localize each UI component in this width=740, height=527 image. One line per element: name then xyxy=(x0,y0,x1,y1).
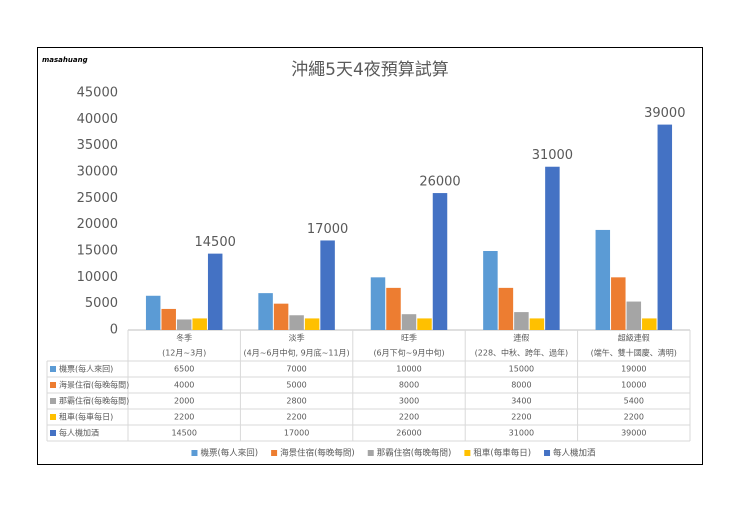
table-cell: 6500 xyxy=(174,365,194,374)
bar xyxy=(432,193,448,330)
y-tick-label: 0 xyxy=(110,323,118,338)
x-tick-label: 旺季 xyxy=(401,333,417,343)
bar xyxy=(386,287,401,330)
table-cell: 31000 xyxy=(509,429,534,438)
table-cell: 5000 xyxy=(286,381,306,390)
legend-key xyxy=(191,450,198,456)
chart-border xyxy=(37,47,703,465)
y-tick-label: 20000 xyxy=(77,217,118,232)
bar xyxy=(304,318,320,330)
data-label: 14500 xyxy=(195,235,236,250)
bar xyxy=(529,318,545,330)
data-label: 26000 xyxy=(419,175,460,190)
bar xyxy=(207,253,223,330)
table-cell: 2000 xyxy=(174,397,194,406)
table-cell: 14500 xyxy=(171,429,196,438)
x-tick-label: 連假 xyxy=(513,333,529,343)
data-label: 31000 xyxy=(532,148,573,163)
table-cell: 2200 xyxy=(624,413,644,422)
y-tick-label: 5000 xyxy=(85,296,118,311)
bar xyxy=(642,318,657,330)
data-label: 17000 xyxy=(307,222,348,237)
bar xyxy=(417,318,432,330)
table-cell: 2200 xyxy=(511,413,531,422)
y-tick-label: 15000 xyxy=(77,244,118,259)
y-tick-label: 35000 xyxy=(77,138,118,153)
table-row-label: 那霸住宿(每晚每間) xyxy=(59,396,129,406)
x-tick-label: 淡季 xyxy=(289,333,305,343)
table-legend-key xyxy=(50,414,56,420)
bar xyxy=(401,314,417,330)
table-legend-key xyxy=(50,382,56,388)
bar xyxy=(595,229,611,330)
table-cell: 2800 xyxy=(286,397,306,406)
bar xyxy=(161,308,176,330)
bar xyxy=(498,287,514,330)
legend-label: 海景住宿(每晚每間) xyxy=(280,448,355,459)
table-legend-key xyxy=(50,430,56,436)
table-cell: 15000 xyxy=(509,365,534,374)
x-tick-label: 冬季 xyxy=(176,333,192,343)
table-cell: 8000 xyxy=(399,381,419,390)
bar xyxy=(289,315,304,330)
bar xyxy=(320,240,335,330)
table-cell: 19000 xyxy=(621,365,646,374)
watermark: masahuang xyxy=(42,56,88,64)
x-tick-label: 超級連假 xyxy=(618,333,650,343)
table-cell: 5400 xyxy=(624,397,644,406)
table-cell: 2200 xyxy=(399,413,419,422)
table-cell: 3400 xyxy=(511,397,531,406)
x-tick-label: (端午、雙十國慶、清明) xyxy=(591,348,677,358)
table-cell: 3000 xyxy=(399,397,419,406)
bar xyxy=(545,166,560,330)
table-legend-key xyxy=(50,398,56,404)
table-cell: 4000 xyxy=(174,381,194,390)
table-cell: 7000 xyxy=(286,365,306,374)
table-cell: 2200 xyxy=(174,413,194,422)
bar xyxy=(273,303,289,330)
table-cell: 8000 xyxy=(511,381,531,390)
table-row-label: 租車(每車每日) xyxy=(59,412,113,422)
table-row-label: 機票(每人來回) xyxy=(59,364,113,374)
table-cell: 39000 xyxy=(621,429,646,438)
y-tick-label: 10000 xyxy=(77,270,118,285)
y-tick-label: 25000 xyxy=(77,191,118,206)
bar xyxy=(657,124,673,330)
y-tick-label: 30000 xyxy=(77,165,118,180)
bar xyxy=(192,318,207,330)
legend-label: 機票(每人來回) xyxy=(200,448,258,459)
bar xyxy=(258,293,273,330)
x-tick-label: (4月~6月中旬, 9月底~11月) xyxy=(244,348,350,358)
x-tick-label: (12月~3月) xyxy=(162,349,206,358)
bar xyxy=(611,277,626,330)
table-cell: 10000 xyxy=(621,381,646,390)
chart-title: 沖繩5天4夜預算試算 xyxy=(291,60,449,80)
legend-label: 每人機加酒 xyxy=(553,448,596,459)
bar xyxy=(145,295,161,330)
table-cell: 2200 xyxy=(286,413,306,422)
data-label: 39000 xyxy=(644,106,685,121)
table-row-label: 每人機加酒 xyxy=(59,428,99,438)
x-tick-label: (228、中秋、跨年、過年) xyxy=(475,348,569,358)
legend-key xyxy=(271,450,278,456)
table-legend-key xyxy=(50,366,56,372)
table-cell: 17000 xyxy=(284,429,309,438)
bar xyxy=(176,319,192,330)
legend-key xyxy=(544,450,551,456)
y-tick-label: 45000 xyxy=(77,86,118,101)
table-cell: 10000 xyxy=(396,365,421,374)
y-tick-label: 40000 xyxy=(77,112,118,127)
legend-key xyxy=(367,450,374,456)
table-cell: 26000 xyxy=(396,429,421,438)
bar xyxy=(370,277,386,330)
legend-key xyxy=(464,450,471,456)
table-row-label: 海景住宿(每晚每間) xyxy=(59,380,129,390)
x-tick-label: (6月下旬~9月中旬) xyxy=(373,348,444,358)
legend-label: 租車(每車每日) xyxy=(473,448,531,459)
bar xyxy=(514,312,529,330)
bar xyxy=(483,251,498,330)
legend-label: 那霸住宿(每晚每間) xyxy=(377,448,452,459)
bar xyxy=(626,301,642,330)
